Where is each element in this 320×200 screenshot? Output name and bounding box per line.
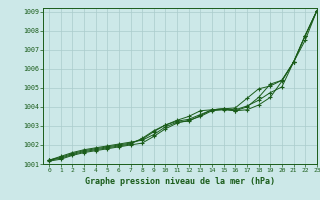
- X-axis label: Graphe pression niveau de la mer (hPa): Graphe pression niveau de la mer (hPa): [85, 177, 275, 186]
